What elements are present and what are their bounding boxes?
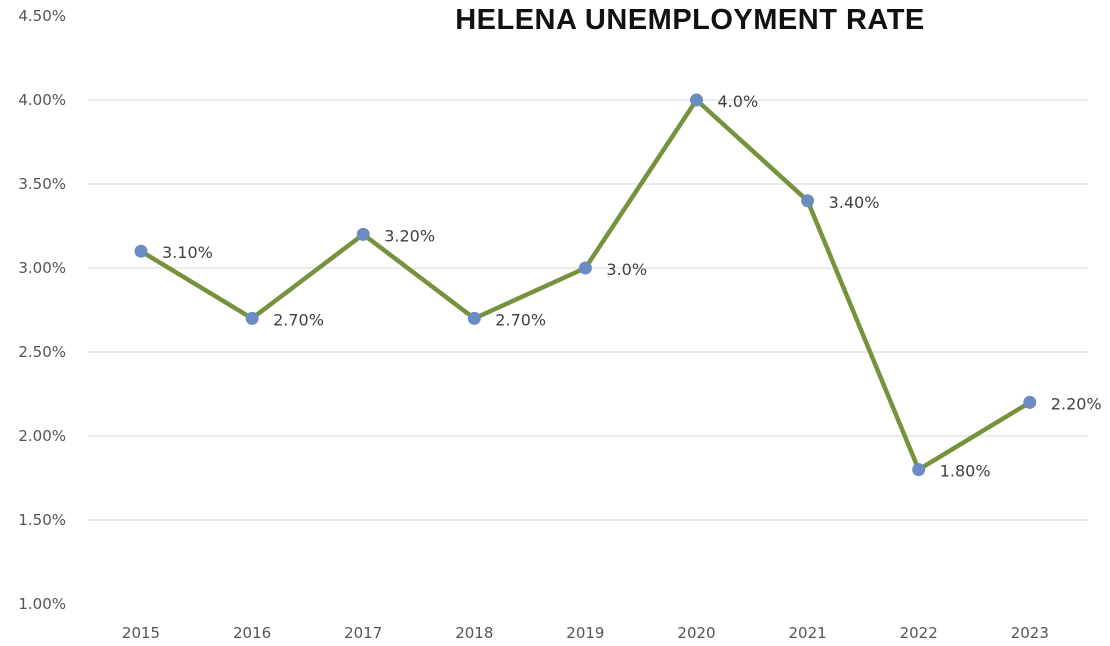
x-tick-label: 2021: [789, 624, 827, 642]
y-tick-label: 3.00%: [18, 259, 66, 277]
data-label: 1.80%: [940, 462, 991, 481]
data-point: [801, 194, 815, 208]
y-tick-label: 2.50%: [18, 343, 66, 361]
data-label: 3.0%: [606, 260, 647, 279]
x-tick-label: 2016: [233, 624, 271, 642]
data-point: [1023, 395, 1037, 409]
y-tick-label: 4.50%: [18, 7, 66, 25]
data-label: 3.40%: [829, 193, 880, 212]
x-tick-label: 2018: [455, 624, 493, 642]
chart-title: HELENA UNEMPLOYMENT RATE: [455, 4, 925, 36]
data-point: [356, 227, 370, 241]
y-tick-label: 1.00%: [18, 595, 66, 613]
data-label: 2.70%: [495, 310, 546, 329]
x-tick-label: 2017: [344, 624, 382, 642]
x-tick-label: 2015: [122, 624, 160, 642]
y-tick-label: 4.00%: [18, 91, 66, 109]
x-tick-label: 2019: [566, 624, 604, 642]
data-point: [134, 244, 148, 258]
data-point: [912, 463, 926, 477]
data-label: 4.0%: [718, 92, 759, 111]
x-tick-label: 2023: [1011, 624, 1049, 642]
data-point: [578, 261, 592, 275]
x-tick-label: 2022: [900, 624, 938, 642]
data-point: [245, 311, 259, 325]
y-tick-label: 2.00%: [18, 427, 66, 445]
data-label: 2.20%: [1051, 394, 1102, 413]
y-tick-label: 3.50%: [18, 175, 66, 193]
x-tick-label: 2020: [677, 624, 715, 642]
data-point: [467, 311, 481, 325]
y-tick-label: 1.50%: [18, 511, 66, 529]
data-label: 2.70%: [273, 310, 324, 329]
series-line: [138, 97, 1033, 472]
data-label: 3.10%: [162, 243, 213, 262]
data-point: [690, 93, 703, 107]
data-label: 3.20%: [384, 226, 435, 245]
